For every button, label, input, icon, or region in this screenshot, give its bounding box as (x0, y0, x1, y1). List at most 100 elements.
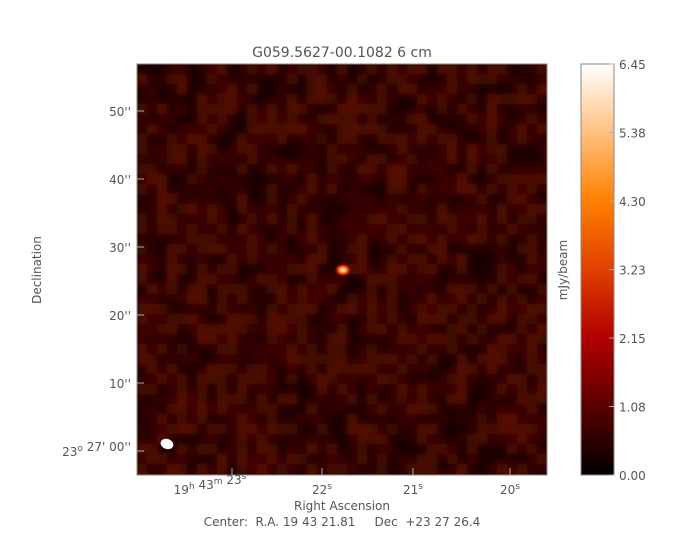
noise-cell (147, 304, 157, 314)
noise-cell (277, 444, 287, 454)
noise-cell (237, 94, 247, 104)
noise-cell (187, 84, 197, 94)
noise-cell (547, 174, 557, 184)
noise-cell (267, 164, 277, 174)
noise-cell (267, 284, 277, 294)
noise-cell (387, 244, 397, 254)
noise-cell (137, 264, 147, 274)
noise-cell (317, 374, 327, 384)
noise-cell (547, 74, 557, 84)
noise-cell (477, 204, 487, 214)
noise-cell (197, 394, 207, 404)
noise-cell (187, 414, 197, 424)
noise-cell (437, 344, 447, 354)
noise-cell (187, 354, 197, 364)
noise-cell (327, 74, 337, 84)
noise-cell (387, 214, 397, 224)
noise-cell (267, 394, 277, 404)
noise-cell (417, 354, 427, 364)
noise-cell (357, 384, 367, 394)
noise-cell (137, 224, 147, 234)
noise-cell (537, 244, 547, 254)
noise-cell (337, 284, 347, 294)
noise-cell (287, 384, 297, 394)
noise-cell (267, 464, 277, 474)
noise-cell (297, 274, 307, 284)
noise-cell (357, 144, 367, 154)
noise-cell (217, 204, 227, 214)
noise-cell (347, 174, 357, 184)
noise-cell (477, 414, 487, 424)
noise-cell (527, 304, 537, 314)
noise-cell (297, 104, 307, 114)
noise-cell (497, 314, 507, 324)
noise-cell (147, 444, 157, 454)
noise-cell (287, 194, 297, 204)
noise-cell (547, 444, 557, 454)
noise-cell (187, 334, 197, 344)
noise-cell (287, 154, 297, 164)
noise-cell (397, 184, 407, 194)
noise-cell (407, 224, 417, 234)
noise-cell (287, 284, 297, 294)
noise-cell (507, 294, 517, 304)
noise-cell (517, 104, 527, 114)
noise-cell (367, 294, 377, 304)
noise-cell (197, 74, 207, 84)
noise-cell (457, 174, 467, 184)
noise-cell (267, 144, 277, 154)
noise-cell (507, 194, 517, 204)
noise-cell (467, 134, 477, 144)
noise-cell (347, 164, 357, 174)
noise-cell (197, 94, 207, 104)
noise-cell (487, 124, 497, 134)
noise-cell (317, 364, 327, 374)
noise-cell (307, 234, 317, 244)
noise-cell (207, 94, 217, 104)
noise-cell (427, 74, 437, 84)
noise-cell (467, 84, 477, 94)
noise-cell (367, 454, 377, 464)
noise-cell (417, 114, 427, 124)
noise-cell (227, 84, 237, 94)
noise-cell (317, 314, 327, 324)
noise-cell (207, 154, 217, 164)
noise-cell (407, 334, 417, 344)
noise-cell (337, 124, 347, 134)
noise-cell (327, 334, 337, 344)
noise-cell (217, 64, 227, 74)
noise-cell (227, 344, 237, 354)
noise-cell (467, 314, 477, 324)
noise-cell (527, 344, 537, 354)
noise-cell (207, 254, 217, 264)
noise-cell (137, 184, 147, 194)
noise-cell (367, 204, 377, 214)
noise-cell (387, 294, 397, 304)
noise-cell (177, 264, 187, 274)
noise-cell (177, 454, 187, 464)
noise-cell (537, 344, 547, 354)
noise-cell (507, 134, 517, 144)
noise-cell (157, 214, 167, 224)
noise-cell (297, 214, 307, 224)
noise-cell (487, 364, 497, 374)
noise-cell (327, 134, 337, 144)
noise-cell (277, 314, 287, 324)
noise-cell (427, 104, 437, 114)
noise-cell (337, 444, 347, 454)
noise-cell (147, 284, 157, 294)
noise-cell (347, 344, 357, 354)
x-axis-label: Right Ascension (294, 499, 390, 513)
noise-cell (317, 294, 327, 304)
noise-cell (457, 204, 467, 214)
noise-cell (457, 194, 467, 204)
noise-cell (207, 384, 217, 394)
noise-cell (337, 194, 347, 204)
noise-cell (157, 434, 167, 444)
noise-cell (227, 414, 237, 424)
noise-cell (297, 324, 307, 334)
noise-cell (307, 64, 317, 74)
noise-cell (297, 344, 307, 354)
noise-cell (237, 84, 247, 94)
noise-cell (387, 394, 397, 404)
